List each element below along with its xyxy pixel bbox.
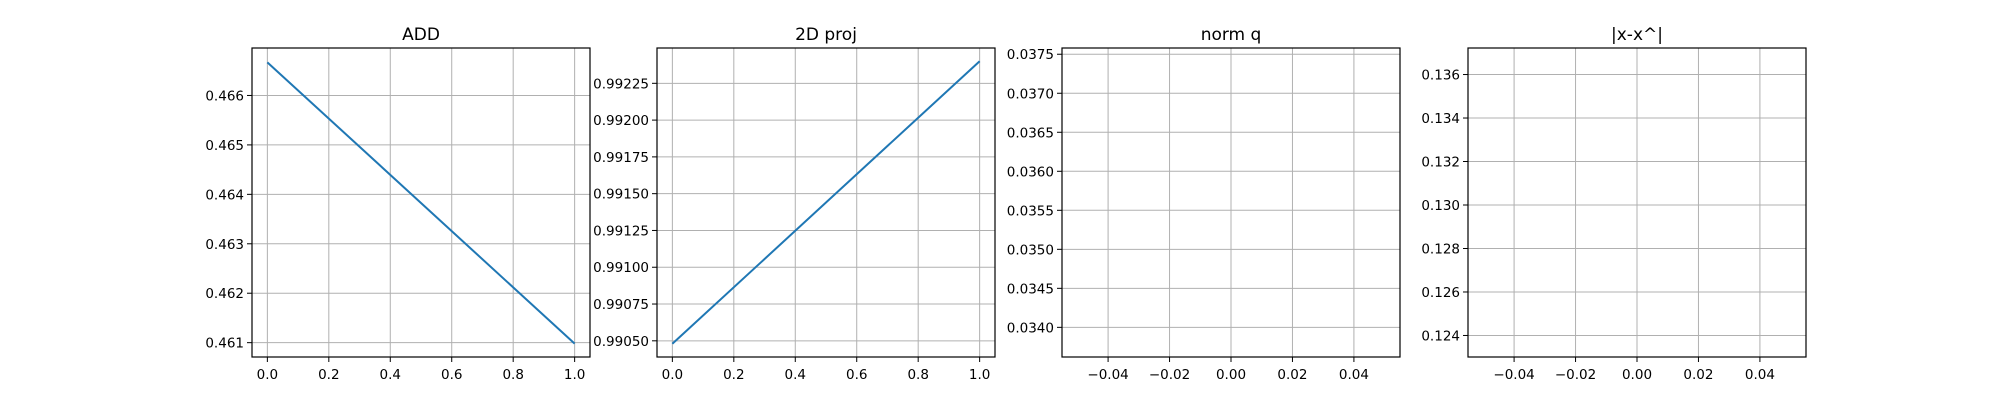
y-tick-label: 0.99200: [593, 113, 649, 129]
x-tick-label: 0.8: [502, 367, 523, 383]
y-tick-label: 0.464: [205, 187, 244, 203]
y-tick-label: 0.0355: [1007, 203, 1054, 219]
x-tick-label: 0.02: [1683, 367, 1713, 383]
x-tick-label: 0.0: [257, 367, 278, 383]
subplot-title: ADD: [402, 25, 440, 45]
x-tick-label: 0.8: [907, 367, 928, 383]
axes-frame: [1061, 47, 1401, 358]
y-tick-label: 0.462: [205, 286, 244, 302]
y-tick-label: 0.0345: [1007, 281, 1054, 297]
y-tick-label: 0.99075: [593, 297, 649, 313]
subplot-x-minus-xhat: |x-x^| −0.04 −0.02 0.00 0.02 0.04 0.124 0.126 0…: [1421, 25, 1807, 383]
y-tick-label: 0.0375: [1007, 47, 1054, 63]
y-tick-label: 0.0340: [1007, 320, 1054, 336]
y-tick-label: 0.0360: [1007, 164, 1054, 180]
y-tick-label: 0.0365: [1007, 125, 1054, 141]
y-tick-label: 0.99050: [593, 334, 649, 350]
axes-frame: [1467, 47, 1807, 358]
subplot-title: norm q: [1201, 25, 1262, 45]
x-tick-label: 1.0: [969, 367, 990, 383]
y-tick-label: 0.126: [1421, 285, 1460, 301]
y-tick-label: 0.99225: [593, 76, 649, 92]
y-tick-label: 0.99100: [593, 260, 649, 276]
x-tick-label: 0.00: [1622, 367, 1652, 383]
y-tick-label: 0.99175: [593, 150, 649, 166]
y-tick-label: 0.128: [1421, 241, 1460, 257]
subplot-add: ADD 0.0 0.2 0.4 0.6 0.8 1.0 0.461 0.462 0.463 0.4…: [205, 25, 591, 383]
y-tick-label: 0.461: [205, 336, 244, 352]
y-tick-label: 0.136: [1421, 68, 1460, 84]
x-tick-label: 0.2: [723, 367, 744, 383]
y-tick-label: 0.130: [1421, 198, 1460, 214]
series-line: [266, 61, 576, 345]
grid: [1062, 48, 1400, 357]
x-tick-label: 0.2: [318, 367, 339, 383]
x-tick-label: −0.02: [1555, 367, 1596, 383]
grid: [252, 48, 590, 357]
ticks: 0.0 0.2 0.4 0.6 0.8 1.0 0.99050 0.99075 0.99100 0…: [593, 76, 990, 383]
y-tick-label: 0.463: [205, 237, 244, 253]
y-tick-label: 0.124: [1421, 328, 1460, 344]
y-tick-label: 0.134: [1421, 111, 1460, 127]
x-tick-label: 0.02: [1277, 367, 1307, 383]
y-tick-label: 0.0350: [1007, 242, 1054, 258]
x-tick-label: −0.04: [1493, 367, 1534, 383]
x-tick-label: 0.4: [785, 367, 806, 383]
x-tick-label: 1.0: [564, 367, 585, 383]
x-tick-label: 0.00: [1216, 367, 1246, 383]
ticks: −0.04 −0.02 0.00 0.02 0.04 0.124 0.126 0.128 0.1…: [1421, 68, 1775, 383]
grid: [657, 48, 995, 357]
series-line: [671, 60, 981, 345]
y-tick-label: 0.0370: [1007, 86, 1054, 102]
y-tick-label: 0.465: [205, 138, 244, 154]
x-tick-label: 0.6: [441, 367, 462, 383]
subplot-norm-q: norm q −0.04 −0.02 0.00 0.02 0.04 0.0340 0.034…: [1007, 25, 1401, 383]
y-tick-label: 0.132: [1421, 155, 1460, 171]
y-tick-label: 0.99150: [593, 187, 649, 203]
axes-frame: [656, 47, 996, 358]
subplot-title: 2D proj: [795, 25, 857, 45]
x-tick-label: 0.6: [846, 367, 867, 383]
y-tick-label: 0.466: [205, 88, 244, 104]
x-tick-label: 0.0: [662, 367, 683, 383]
y-tick-label: 0.99125: [593, 223, 649, 239]
x-tick-label: 0.04: [1339, 367, 1369, 383]
subplot-2d-proj: 2D proj 0.0 0.2 0.4 0.6 0.8 1.0 0.99050 0.99075…: [593, 25, 996, 383]
x-tick-label: 0.04: [1745, 367, 1775, 383]
axes-frame: [251, 47, 591, 358]
x-tick-label: 0.4: [380, 367, 401, 383]
ticks: −0.04 −0.02 0.00 0.02 0.04 0.0340 0.0345 0.0350…: [1007, 47, 1369, 383]
x-tick-label: −0.04: [1087, 367, 1128, 383]
ticks: 0.0 0.2 0.4 0.6 0.8 1.0 0.461 0.462 0.463 0.464 0.…: [205, 88, 585, 383]
x-tick-label: −0.02: [1149, 367, 1190, 383]
subplot-title: |x-x^|: [1611, 25, 1663, 45]
grid: [1468, 48, 1806, 357]
